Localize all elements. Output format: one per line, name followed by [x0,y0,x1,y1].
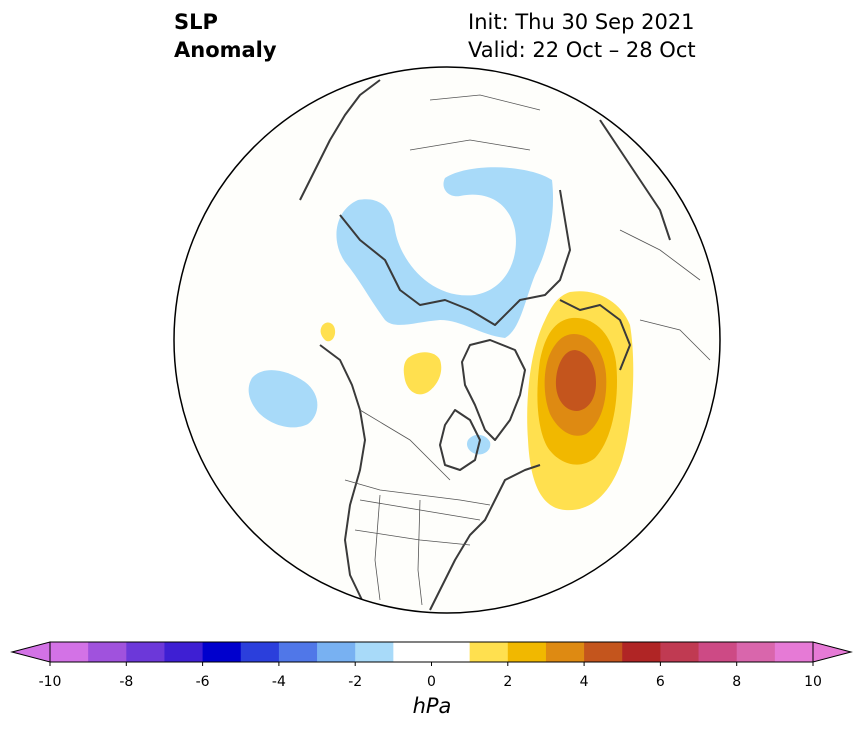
border-asia-1 [409,139,531,151]
coastlines [299,79,671,611]
init-date: Init: Thu 30 Sep 2021 [468,10,695,34]
coastline-north-america-east [429,464,541,611]
coastline-north-america-west [319,344,366,601]
colorbar-tick-label: -6 [195,674,210,690]
colorbar-extend-high [812,641,853,663]
colorbar-tick-label: -8 [119,674,134,690]
colorbar-tick-label: 4 [579,674,589,690]
colorbar-bin [507,642,547,662]
colorbar-tick-label: 10 [804,674,822,690]
colorbar [10,641,853,666]
colorbar-bin [698,642,738,662]
colorbar-bin [278,642,318,662]
colorbar-bins [50,642,814,662]
colorbar-bin [355,642,394,662]
colorbar-tick-label: 2 [503,674,513,690]
anomaly-level-4-5 [555,350,596,411]
map-boundary [173,66,721,614]
border-europe-1 [619,229,701,281]
colorbar-bin [393,642,432,662]
border-us-states-4 [417,499,423,606]
anomaly-region-canadian-archipelago-high [403,352,442,395]
coastline-europe [559,299,631,371]
colorbar-bin [545,642,585,662]
colorbar-extend-low [10,641,51,663]
anomaly-region-arctic-siberia-low [336,167,554,338]
forecast-dates: Init: Thu 30 Sep 2021 Valid: 22 Oct – 28… [468,8,696,64]
colorbar-bin [164,642,204,662]
colorbar-tick-label: -2 [348,674,363,690]
colorbar-unit-label: hPa [412,694,452,718]
colorbar-bin [126,642,165,662]
colorbar-tick-label: 8 [732,674,742,690]
valid-range: Valid: 22 Oct – 28 Oct [468,38,696,62]
border-canada-provinces [359,409,451,481]
coastline-asia-north [299,79,381,201]
polar-map [173,66,721,614]
coastline-europe-east [599,119,671,241]
anomaly-region-bering-high [320,322,336,342]
coastline-siberia [339,189,571,326]
colorbar-bin [431,642,471,662]
border-us-canada [344,479,491,506]
colorbar-tick-label: -10 [38,674,62,690]
colorbar-bin [202,642,242,662]
border-us-states-3 [374,494,381,601]
borders [344,94,711,606]
title-variable-line1: SLP [174,10,218,34]
coastline-greenland [461,339,526,441]
colorbar-tick-label: 6 [655,674,665,690]
colorbar-bin [240,642,280,662]
anomaly-region-north-pacific-low [248,370,318,428]
colorbar-bin [774,642,814,662]
colorbar-bin [88,642,127,662]
colorbar-bin [50,642,89,662]
map-background [174,67,720,613]
colorbar-bin [660,642,700,662]
colorbar-bin [584,642,623,662]
border-europe-2 [639,319,711,361]
border-asia-2 [429,94,541,111]
anomaly-region-north-atlantic-high [527,291,634,511]
title-variable-line2: Anomaly [174,38,277,62]
colorbar-bin [317,642,356,662]
colorbar-tick-label: 0 [427,674,436,690]
colorbar-tick-marks [49,662,814,666]
coastline-hudson-bay [439,409,481,471]
anomaly-layer [248,79,711,611]
map-title: SLP Anomaly [174,8,277,64]
colorbar-bin [736,642,776,662]
colorbar-tick-label: -4 [271,674,286,690]
colorbar-bin [469,642,509,662]
colorbar-bin [622,642,661,662]
